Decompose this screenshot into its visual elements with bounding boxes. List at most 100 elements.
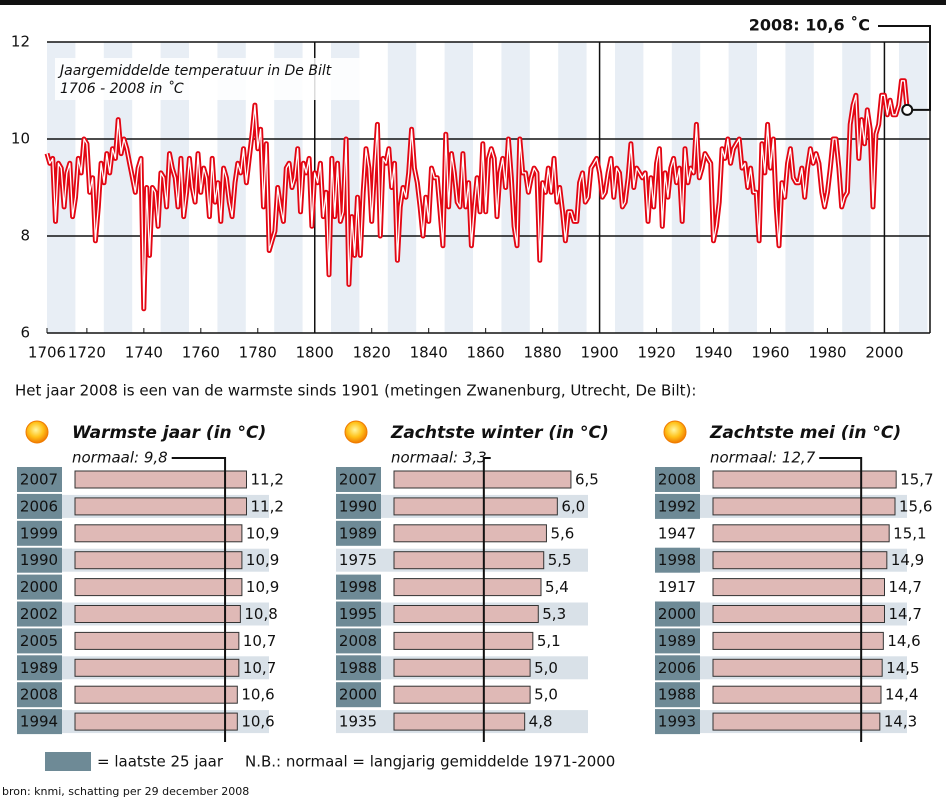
category-label: 1998 — [658, 551, 696, 569]
value-label: 5,4 — [545, 578, 569, 596]
panel-title: Zachtste mei (in °C) — [709, 423, 901, 443]
bar — [393, 551, 545, 570]
value-label: 10,6 — [241, 686, 274, 704]
value-label: 5,6 — [550, 524, 574, 542]
category-label: 2008 — [20, 686, 58, 704]
category-label: 1988 — [339, 659, 377, 677]
value-label: 5,3 — [542, 605, 566, 623]
value-label: 6,5 — [575, 471, 599, 489]
x-tick-label: 1840 — [410, 344, 448, 362]
category-label: 2000 — [658, 605, 696, 623]
value-label: 5,0 — [534, 659, 558, 677]
bar — [712, 497, 896, 516]
value-label: 14,3 — [884, 713, 917, 731]
category-label: 2002 — [20, 605, 58, 623]
value-label: 10,9 — [246, 551, 279, 569]
recent-marker — [17, 709, 62, 735]
recent-marker — [336, 682, 381, 708]
y-tick-label: 10 — [11, 130, 30, 148]
reference-label: normaal: 9,8 — [72, 449, 168, 467]
value-label: 10,9 — [246, 524, 279, 542]
bar — [712, 470, 897, 489]
value-label: 10,7 — [243, 632, 276, 650]
category-label: 2007 — [20, 471, 58, 489]
category-label: 1989 — [20, 659, 58, 677]
value-label: 15,1 — [893, 524, 926, 542]
sun-icon — [663, 420, 687, 444]
category-label: 1989 — [339, 524, 377, 542]
panel-title: Zachtste winter (in °C) — [390, 423, 609, 443]
value-label: 5,0 — [534, 686, 558, 704]
bar — [393, 712, 526, 731]
note: N.B.: normaal = langjarig gemiddelde 197… — [245, 753, 615, 771]
x-tick-label: 1960 — [751, 344, 789, 362]
y-tick-label: 6 — [20, 324, 30, 342]
value-label: 14,4 — [885, 686, 918, 704]
category-label: 1999 — [20, 524, 58, 542]
category-label: 2000 — [339, 686, 377, 704]
bar — [74, 524, 243, 543]
bar — [393, 470, 572, 489]
recent-marker — [336, 628, 381, 654]
bar — [712, 685, 882, 704]
y-tick-label: 12 — [11, 33, 30, 51]
x-tick-label: 1760 — [182, 344, 220, 362]
annotation: 2008: 10,6 ˚C — [749, 16, 870, 35]
value-label: 14,9 — [891, 551, 924, 569]
x-tick-label: 1720 — [68, 344, 106, 362]
recent-marker — [655, 493, 700, 519]
x-tick-label: 1706 — [28, 344, 66, 362]
category-label: 2006 — [20, 497, 58, 515]
category-label: 1993 — [658, 713, 696, 731]
reference-line — [819, 457, 863, 742]
x-tick-label: 1820 — [353, 344, 391, 362]
bar — [74, 578, 243, 597]
category-label: 2008 — [658, 471, 696, 489]
category-label: 1935 — [339, 713, 377, 731]
panel-title: Warmste jaar (in °C) — [72, 423, 266, 443]
category-label: 2005 — [20, 632, 58, 650]
bar — [393, 605, 539, 623]
recent-marker — [655, 709, 700, 735]
recent-marker — [336, 574, 381, 600]
recent-marker — [655, 655, 700, 681]
legend-text: = laatste 25 jaar — [97, 753, 224, 771]
recent-marker — [17, 628, 62, 654]
chart-title: Jaargemiddelde temperatuur in De Bilt — [57, 63, 332, 79]
recent-marker — [17, 520, 62, 546]
value-label: 11,2 — [251, 471, 284, 489]
category-label: 2007 — [339, 471, 377, 489]
x-tick-label: 1740 — [125, 344, 163, 362]
bar — [74, 470, 247, 489]
recent-marker — [336, 520, 381, 546]
value-label: 4,8 — [529, 713, 553, 731]
value-label: 6,0 — [561, 497, 585, 515]
top-rule — [0, 0, 946, 5]
x-tick-label: 1980 — [808, 344, 846, 362]
intro-text: Het jaar 2008 is een van de warmste sind… — [15, 382, 696, 400]
reference-label: normaal: 12,7 — [710, 449, 816, 467]
annotation-connector — [878, 25, 931, 111]
bar — [393, 658, 531, 677]
recent-marker — [655, 467, 700, 492]
category-label: 1989 — [658, 632, 696, 650]
bar — [393, 524, 547, 543]
category-label: 1975 — [339, 551, 377, 569]
x-tick-label: 1860 — [467, 344, 505, 362]
x-tick-label: 1940 — [694, 344, 732, 362]
value-label: 5,5 — [548, 551, 572, 569]
stripe — [785, 42, 814, 333]
category-label: 2006 — [658, 659, 696, 677]
recent-marker — [336, 493, 381, 519]
bar — [74, 605, 241, 623]
legend-swatch — [45, 752, 91, 771]
x-tick-label: 1780 — [239, 344, 277, 362]
bar — [74, 497, 247, 516]
category-label: 1990 — [20, 551, 58, 569]
source: bron: knmi, schatting per 29 december 20… — [2, 785, 249, 798]
value-label: 10,8 — [244, 605, 277, 623]
recent-marker — [655, 601, 700, 627]
bar — [74, 551, 243, 570]
category-label: 1988 — [658, 686, 696, 704]
